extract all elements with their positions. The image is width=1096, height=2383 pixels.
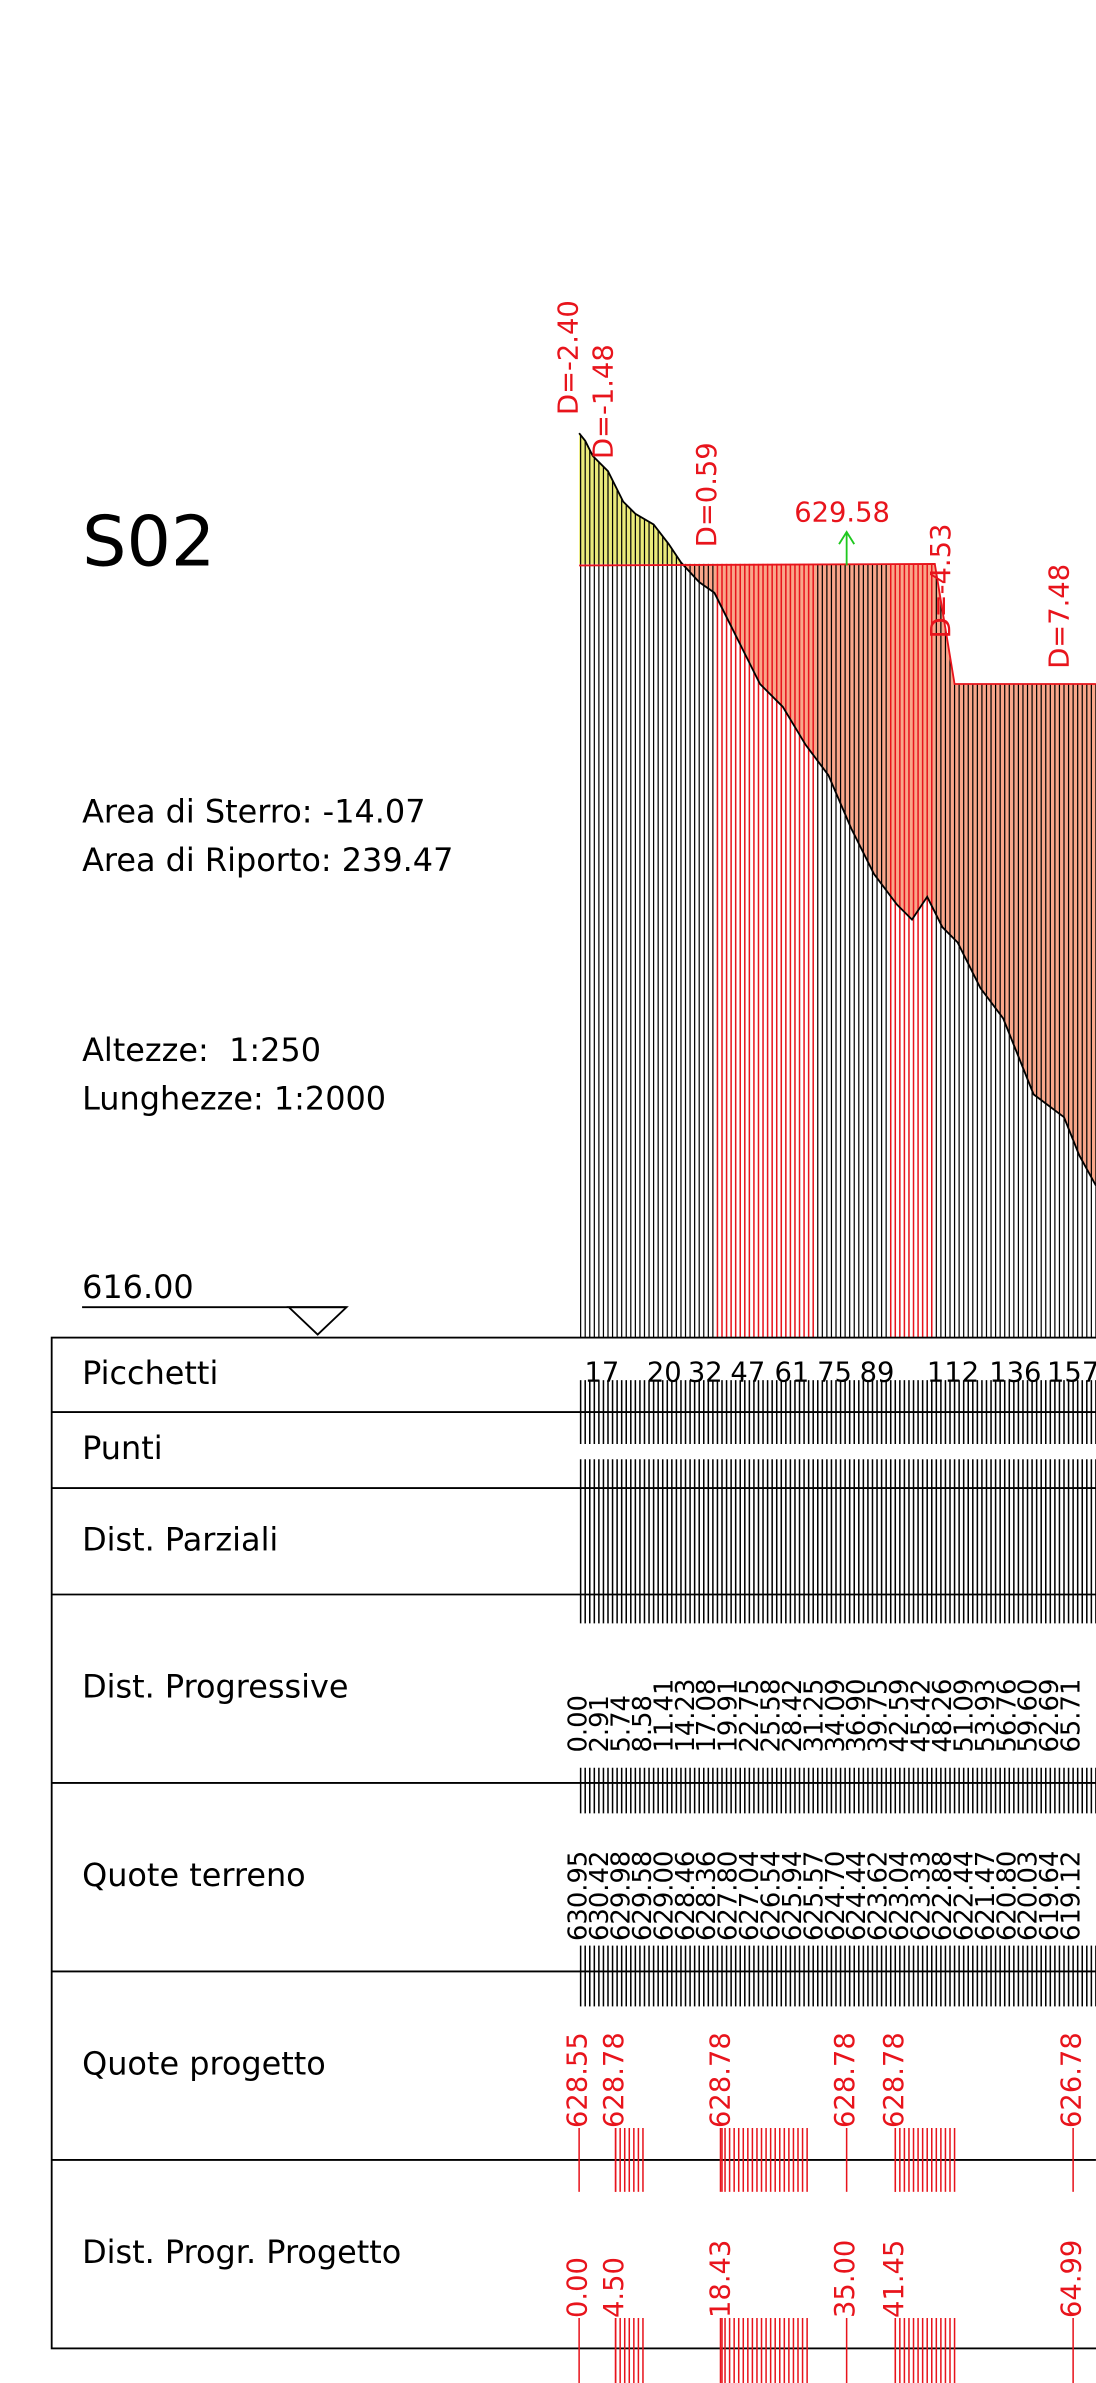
progressive-distance: 39.75 (864, 1679, 894, 1753)
ground-level: 623.33 (907, 1851, 937, 1941)
reference-level: 616.00 (82, 1268, 194, 1306)
stake-label: 32 (688, 1358, 723, 1389)
row-label: Quote terreno (82, 1856, 306, 1894)
progressive-distance: 17.08 (692, 1679, 722, 1753)
stake-label: 61 (775, 1358, 810, 1389)
progressive-distance: 28.42 (778, 1679, 808, 1753)
fill-area (680, 562, 1096, 1186)
design-level: 628.78 (706, 2032, 737, 2128)
progressive-distance: 19.91 (714, 1679, 744, 1753)
stake-label: 157 (1047, 1358, 1096, 1389)
progressive-distance: 59.60 (1014, 1679, 1044, 1753)
ground-level: 629.98 (606, 1851, 636, 1941)
design-distance: 35.00 (830, 2240, 861, 2318)
stake-label: 89 (860, 1358, 895, 1389)
design-distance: 4.50 (599, 2257, 630, 2318)
ground-level: 628.46 (671, 1851, 701, 1941)
progressive-distance: 34.09 (821, 1679, 851, 1753)
scale-lengths: Lunghezze: 1:2000 (82, 1080, 386, 1118)
terrain-line (578, 432, 1096, 1187)
row-label: Dist. Progr. Progetto (82, 2233, 401, 2271)
row-label: Punti (82, 1429, 163, 1467)
reference-marker (286, 1306, 349, 1336)
stake-label: 136 (989, 1358, 1041, 1389)
design-level: 628.78 (599, 2032, 630, 2128)
scale-heights: Altezze: 1:250 (82, 1031, 321, 1069)
progressive-distance: 11.41 (649, 1679, 679, 1753)
ground-level: 624.44 (842, 1851, 872, 1941)
stake-label: 47 (730, 1358, 765, 1389)
progressive-distance: 45.42 (907, 1679, 937, 1753)
progressive-distance: 25.58 (757, 1679, 787, 1753)
ground-level: 627.80 (714, 1851, 744, 1941)
area-riporto: Area di Riporto: 239.47 (82, 841, 453, 879)
design-distance: 0.00 (563, 2257, 594, 2318)
progressive-distance: 2.91 (585, 1695, 615, 1753)
height-diff: D=7.48 (1044, 564, 1075, 669)
ground-level: 629.00 (649, 1851, 679, 1941)
height-diff: D=-2.40 (554, 300, 585, 415)
height-diff: D=-1.48 (588, 344, 619, 459)
ground-level: 630.95 (564, 1851, 594, 1941)
stake-label: 75 (817, 1358, 852, 1389)
design-level: 626.78 (1057, 2032, 1088, 2128)
ground-level: 624.70 (821, 1851, 851, 1941)
section-title: S02 (82, 501, 215, 582)
progressive-distance: 51.09 (949, 1679, 979, 1753)
design-level: 628.78 (879, 2032, 910, 2128)
progressive-distance: 5.74 (606, 1695, 636, 1753)
level-arrow-head (838, 530, 856, 545)
ground-level: 622.88 (928, 1851, 958, 1941)
progressive-distance: 53.93 (971, 1679, 1001, 1753)
row-label: Dist. Parziali (82, 1520, 278, 1558)
table-frame (50, 1336, 1096, 2350)
stake-label: 20 (647, 1358, 682, 1389)
progressive-distance: 42.59 (885, 1679, 915, 1753)
ground-level: 623.04 (885, 1851, 915, 1941)
progressive-distance: 8.58 (628, 1695, 658, 1753)
design-line (579, 563, 1096, 685)
progressive-distance: 31.25 (799, 1679, 829, 1753)
ground-level: 630.42 (585, 1851, 615, 1941)
ground-level: 626.54 (757, 1851, 787, 1941)
ground-level: 625.57 (799, 1851, 829, 1941)
stake-label: 112 (927, 1358, 979, 1389)
progressive-distance: 36.90 (842, 1679, 872, 1753)
progressive-distance: 65.71 (1057, 1679, 1087, 1753)
row-label: Quote progetto (82, 2045, 326, 2083)
stake-label: 17 (585, 1358, 620, 1389)
row-label: Picchetti (82, 1354, 218, 1392)
progressive-distance: 14.23 (671, 1679, 701, 1753)
ground-level: 620.03 (1014, 1851, 1044, 1941)
ground-level: 625.94 (778, 1851, 808, 1941)
ground-level: 627.04 (735, 1851, 765, 1941)
progressive-distance: 62.69 (1035, 1679, 1065, 1753)
progressive-distance: 48.26 (928, 1679, 958, 1753)
area-sterro: Area di Sterro: -14.07 (82, 792, 425, 830)
ground-level: 619.64 (1035, 1851, 1065, 1941)
progressive-distance: 56.76 (992, 1679, 1022, 1753)
cut-area (579, 433, 681, 564)
design-distance: 41.45 (879, 2240, 910, 2318)
progressive-distance: 0.00 (564, 1695, 594, 1753)
height-diff: D=0.59 (692, 442, 723, 547)
ground-level: 621.47 (971, 1851, 1001, 1941)
design-level: 628.55 (563, 2032, 594, 2128)
design-distance: 64.99 (1057, 2240, 1088, 2318)
design-distance: 18.43 (706, 2240, 737, 2318)
ground-level: 629.58 (628, 1851, 658, 1941)
profile: S02 Area di Sterro: -14.07 Area di Ripor… (50, 300, 1096, 2383)
progressive-distance: 22.75 (735, 1679, 765, 1753)
ground-level: 620.80 (992, 1851, 1022, 1941)
design-level: 628.78 (830, 2032, 861, 2128)
ground-level: 623.62 (864, 1851, 894, 1941)
ground-level: 622.44 (949, 1851, 979, 1941)
ground-level: 628.36 (692, 1851, 722, 1941)
height-diff: D=-4.53 (926, 524, 957, 639)
row-label: Dist. Progressive (82, 1668, 348, 1706)
design-level: 629.58 (794, 497, 890, 528)
ground-level: 619.12 (1057, 1851, 1087, 1941)
